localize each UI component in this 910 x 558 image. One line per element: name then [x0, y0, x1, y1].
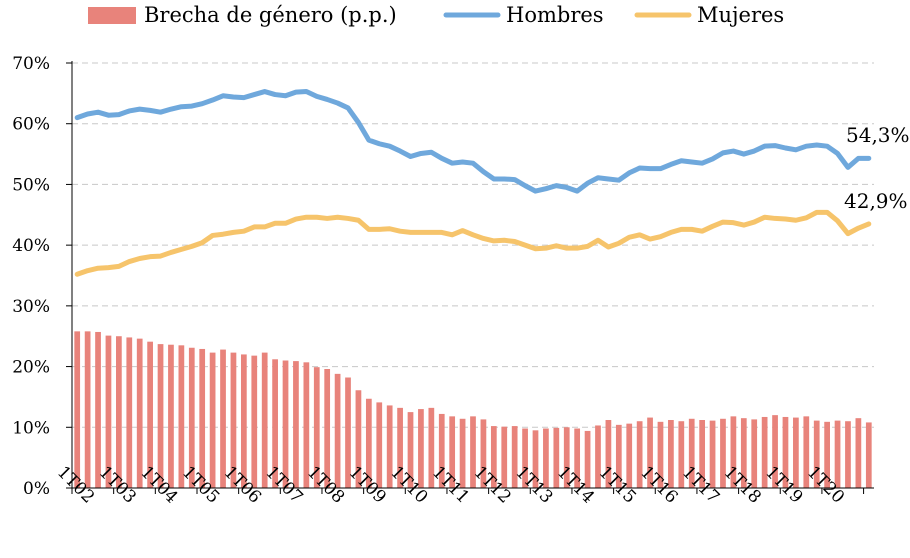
bar-brecha: [813, 420, 820, 488]
bar-brecha: [334, 373, 341, 488]
bar-brecha: [761, 416, 768, 488]
bar-brecha: [772, 415, 778, 488]
bar-brecha: [293, 361, 299, 488]
bar-brecha: [605, 420, 612, 488]
bar-brecha: [834, 420, 841, 488]
bar-brecha: [282, 360, 289, 488]
bar-brecha: [449, 416, 456, 488]
y-tick-label: 30%: [12, 297, 50, 317]
legend: Brecha de género (p.p.) Hombres Mujeres: [88, 3, 784, 27]
bar-brecha: [803, 416, 810, 488]
bar-brecha: [699, 420, 706, 488]
bar-brecha: [365, 398, 372, 488]
y-tick-label: 20%: [12, 358, 50, 378]
bar-brecha: [688, 418, 695, 488]
bar-brecha: [543, 428, 549, 488]
bar-brecha: [751, 419, 758, 488]
bar-brecha: [553, 427, 560, 488]
bar-brecha: [126, 337, 133, 488]
y-tick-label: 70%: [12, 54, 50, 74]
bar-brecha: [668, 420, 674, 488]
bar-brecha: [272, 359, 278, 488]
bar-brecha: [511, 426, 518, 488]
bar-brecha: [355, 390, 362, 488]
bar-brecha: [95, 331, 101, 488]
bar-brecha: [595, 425, 601, 488]
bar-brecha: [459, 418, 466, 488]
bar-brecha: [240, 354, 247, 488]
bar-brecha: [720, 418, 726, 488]
bar-brecha: [147, 341, 153, 488]
bar-brecha: [709, 420, 716, 488]
bar-brecha: [845, 421, 851, 488]
bar-brecha: [313, 367, 320, 488]
bar-brecha: [855, 418, 862, 488]
y-tick-label: 60%: [12, 115, 50, 135]
brecha-bars: [74, 331, 872, 488]
bar-brecha: [730, 416, 737, 488]
bar-brecha: [303, 362, 310, 488]
bar-brecha: [563, 427, 570, 488]
bar-brecha: [824, 421, 830, 488]
line-series: [74, 89, 872, 277]
legend-label-brecha: Brecha de género (p.p.): [144, 3, 397, 27]
end-label-hombres: 54,3%: [846, 123, 910, 147]
bar-brecha: [793, 417, 799, 488]
bar-brecha: [188, 347, 195, 488]
bar-brecha: [209, 352, 216, 488]
bar-brecha: [199, 348, 206, 488]
bar-brecha: [480, 419, 487, 488]
bar-brecha: [865, 422, 872, 488]
bar-brecha: [418, 409, 424, 488]
bar-brecha: [626, 423, 633, 488]
bar-brecha: [105, 335, 112, 488]
bar-brecha: [428, 407, 435, 488]
bar-brecha: [782, 416, 789, 488]
bar-brecha: [84, 331, 91, 488]
bar-brecha: [220, 349, 226, 488]
bar-brecha: [386, 405, 393, 488]
bar-brecha: [397, 407, 403, 488]
bar-brecha: [74, 331, 81, 488]
bar-brecha: [157, 344, 164, 488]
bar-brecha: [574, 428, 581, 488]
bar-brecha: [522, 428, 528, 488]
bar-brecha: [490, 426, 497, 488]
end-labels: 54,3% 42,9%: [844, 123, 910, 213]
bar-brecha: [470, 416, 476, 488]
bar-brecha: [261, 352, 268, 488]
bar-brecha: [740, 418, 747, 488]
bar-brecha: [178, 345, 185, 488]
bar-brecha: [251, 355, 258, 488]
y-tick-label: 50%: [12, 175, 50, 195]
bar-brecha: [438, 413, 445, 488]
bar-brecha: [532, 430, 539, 488]
bar-brecha: [584, 430, 591, 488]
legend-label-mujeres: Mujeres: [697, 3, 784, 27]
legend-label-hombres: Hombres: [506, 3, 604, 27]
bar-brecha: [136, 338, 143, 488]
bar-brecha: [324, 369, 331, 488]
bar-brecha: [501, 426, 508, 488]
bar-brecha: [116, 336, 122, 488]
end-label-mujeres: 42,9%: [844, 189, 908, 213]
bar-brecha: [636, 421, 643, 488]
line-hombres: [74, 89, 872, 194]
y-tick-label: 0%: [23, 479, 50, 499]
bar-brecha: [230, 352, 237, 488]
legend-swatch-brecha: [88, 7, 136, 24]
bar-brecha: [657, 421, 664, 488]
y-tick-label: 40%: [12, 236, 50, 256]
bar-brecha: [615, 424, 622, 488]
bar-brecha: [678, 421, 685, 488]
bar-brecha: [345, 377, 351, 488]
bar-brecha: [647, 417, 653, 488]
line-mujeres: [74, 209, 872, 277]
bar-brecha: [407, 412, 414, 488]
bar-brecha: [376, 402, 383, 488]
y-tick-label: 10%: [12, 418, 50, 438]
bar-brecha: [168, 344, 174, 488]
